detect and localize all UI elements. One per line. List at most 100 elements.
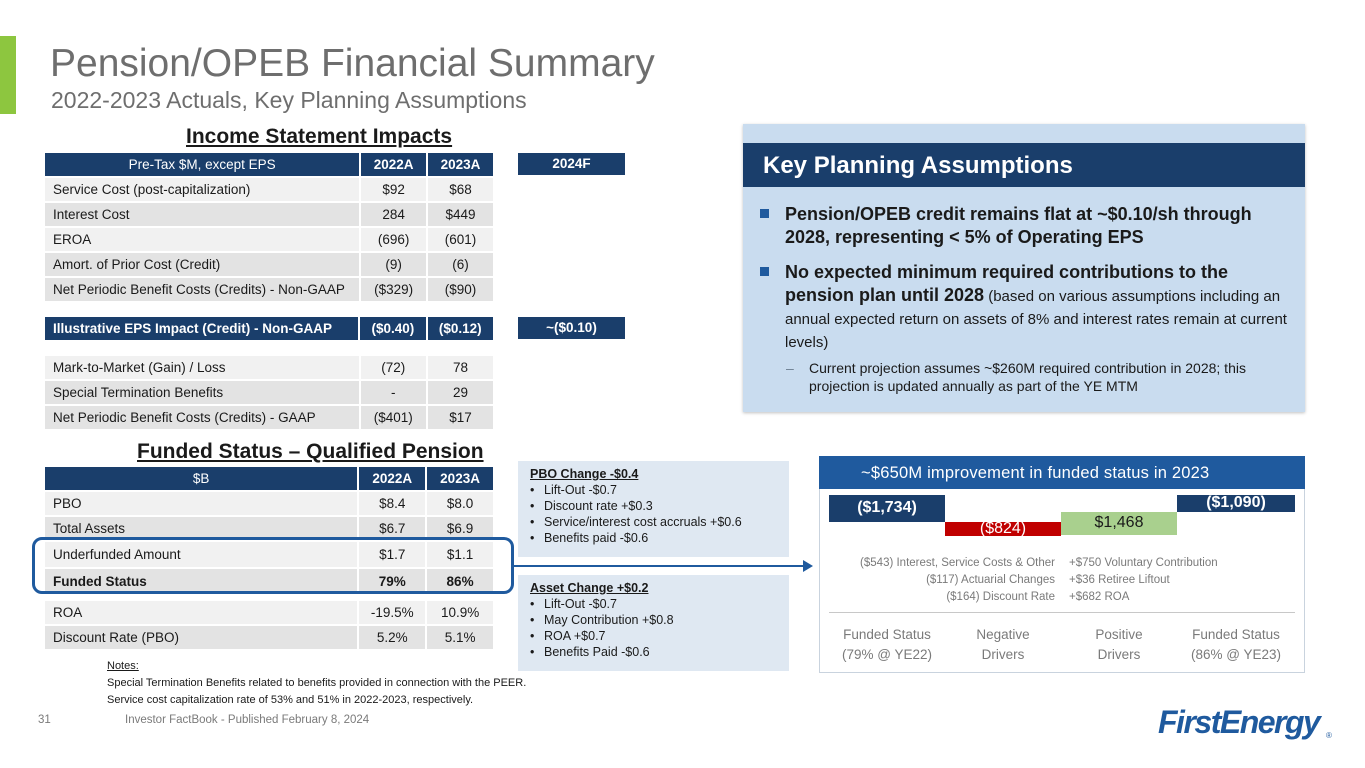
category-line: Positive: [1095, 627, 1143, 642]
driver-line: +$750 Voluntary Contribution: [1069, 557, 1218, 569]
row-value-2022: $1.7: [359, 542, 426, 567]
page-subtitle: 2022-2023 Actuals, Key Planning Assumpti…: [51, 87, 527, 113]
waterfall-chart: [819, 456, 1305, 673]
page-title: Pension/OPEB Financial Summary: [50, 42, 655, 85]
pbo-change-list: Lift-Out -$0.7 Discount rate +$0.3 Servi…: [530, 482, 777, 546]
row-label: Amort. of Prior Cost (Credit): [45, 253, 360, 276]
pbo-change-box: PBO Change -$0.4 Lift-Out -$0.7 Discount…: [518, 461, 789, 557]
income-col-2022: 2022A: [361, 153, 427, 176]
pbo-change-title: PBO Change -$0.4: [530, 467, 639, 481]
table-row: EROA (696) (601): [45, 228, 493, 251]
rates-table: ROA -19.5% 10.9% Discount Rate (PBO) 5.2…: [43, 599, 495, 651]
funded-section-title: Funded Status – Qualified Pension: [137, 440, 484, 463]
row-value-2022: ($329): [361, 278, 427, 301]
connector-arrow-line: [514, 565, 806, 567]
highlight-outline: [32, 537, 514, 594]
row-label: Special Termination Benefits: [45, 381, 359, 404]
eps-value-2022: ($0.40): [360, 317, 426, 340]
accent-bar: [0, 36, 16, 114]
row-value-2023: $8.0: [427, 492, 493, 515]
footer-text: Investor FactBook - Published February 8…: [125, 714, 370, 726]
bullet-square-icon: [760, 267, 769, 276]
table-row: PBO $8.4 $8.0: [45, 492, 493, 515]
asset-change-title: Asset Change +$0.2: [530, 581, 649, 595]
funded-col-label: $B: [45, 467, 358, 490]
row-value-2022: 284: [361, 203, 427, 226]
kpa-item-bold-text: No expected minimum required contributio…: [785, 262, 1229, 305]
list-item: ROA +$0.7: [530, 628, 777, 644]
row-label: Discount Rate (PBO): [45, 626, 358, 649]
table-row: Discount Rate (PBO) 5.2% 5.1%: [45, 626, 493, 649]
table-row: Mark-to-Market (Gain) / Loss (72) 78: [45, 356, 493, 379]
list-item: Discount rate +$0.3: [530, 498, 777, 514]
row-value-2022: $8.4: [359, 492, 426, 515]
category-label: Funded Status (79% @ YE22): [829, 625, 945, 665]
eps-value-2024: ~($0.10): [518, 317, 625, 339]
chart-axis-line: [829, 612, 1295, 613]
driver-line: ($117) Actuarial Changes: [926, 574, 1055, 586]
list-item: Benefits Paid -$0.6: [530, 644, 777, 660]
chart-title: ~$650M improvement in funded status in 2…: [819, 456, 1305, 489]
row-value-2023: $68: [428, 178, 493, 201]
row-label: Mark-to-Market (Gain) / Loss: [45, 356, 359, 379]
row-value-2023: 78: [428, 356, 493, 379]
row-value-2023: $1.1: [427, 542, 493, 567]
kpa-subitem: – Current projection assumes ~$260M requ…: [760, 359, 1290, 395]
kpa-item: No expected minimum required contributio…: [760, 261, 1290, 353]
firstenergy-logo: FirstEnergy: [1158, 704, 1321, 740]
connector-arrow-icon: [803, 560, 813, 572]
driver-line: +$682 ROA: [1069, 591, 1130, 603]
category-line: Funded Status: [1192, 627, 1280, 642]
funded-header-row: $B 2022A 2023A: [45, 467, 493, 490]
row-value-2023: 29: [428, 381, 493, 404]
kpa-title: Key Planning Assumptions: [743, 143, 1305, 187]
category-line: Funded Status: [843, 627, 931, 642]
notes: Notes: Special Termination Benefits rela…: [107, 658, 526, 709]
driver-line: +$36 Retiree Liftout: [1069, 574, 1170, 586]
list-item: Lift-Out -$0.7: [530, 596, 777, 612]
kpa-item-detail: (based on various assumptions including …: [785, 288, 1287, 351]
row-value-2023: ($90): [428, 278, 493, 301]
funded-table: $B 2022A 2023A PBO $8.4 $8.0 Total Asset…: [43, 465, 495, 596]
table-row: Total Assets $6.7 $6.9: [45, 517, 493, 540]
row-value-2023: 10.9%: [427, 601, 493, 624]
list-item: Lift-Out -$0.7: [530, 482, 777, 498]
row-value-2022: -: [360, 381, 427, 404]
table-row: Amort. of Prior Cost (Credit) (9) (6): [45, 253, 493, 276]
income-col-2023: 2023A: [428, 153, 493, 176]
dash-bullet: –: [786, 360, 794, 376]
row-value-2023: 86%: [427, 569, 493, 594]
row-value-2023: (601): [428, 228, 493, 251]
gaap-table: Mark-to-Market (Gain) / Loss (72) 78 Spe…: [43, 354, 495, 431]
table-row: Funded Status 79% 86%: [45, 569, 493, 594]
kpa-subitem-text: Current projection assumes ~$260M requir…: [809, 360, 1246, 394]
eps-table: Illustrative EPS Impact (Credit) - Non-G…: [43, 315, 495, 342]
note-line: Special Termination Benefits related to …: [107, 677, 527, 689]
funded-col-2023: 2023A: [427, 467, 493, 490]
row-value-2023: 5.1%: [427, 626, 493, 649]
row-value-2023: (6): [428, 253, 493, 276]
row-value-2022: (72): [360, 356, 427, 379]
kpa-item-text: Pension/OPEB credit remains flat at ~$0.…: [785, 204, 1252, 247]
row-value-2023: $17: [428, 406, 493, 429]
notes-title: Notes:: [107, 660, 139, 672]
category-label: Negative Drivers: [945, 625, 1061, 665]
eps-row: Illustrative EPS Impact (Credit) - Non-G…: [45, 317, 493, 340]
driver-line: ($164) Discount Rate: [946, 591, 1055, 603]
row-value-2023: $6.9: [427, 517, 493, 540]
registered-mark: ®: [1326, 731, 1332, 740]
asset-change-list: Lift-Out -$0.7 May Contribution +$0.8 RO…: [530, 596, 777, 660]
income-header-row: Pre-Tax $M, except EPS 2022A 2023A: [45, 153, 493, 176]
list-item: Service/interest cost accruals +$0.6: [530, 514, 777, 530]
row-label: EROA: [45, 228, 360, 251]
row-value-2022: 79%: [359, 569, 426, 594]
table-row: Interest Cost 284 $449: [45, 203, 493, 226]
negative-drivers-list: ($543) Interest, Service Costs & Other (…: [828, 555, 1055, 606]
row-value-2022: (696): [361, 228, 427, 251]
category-line: (79% @ YE22): [842, 647, 932, 662]
row-label: Funded Status: [45, 569, 358, 594]
table-row: Special Termination Benefits - 29: [45, 381, 493, 404]
row-value-2022: $92: [361, 178, 427, 201]
driver-line: ($543) Interest, Service Costs & Other: [860, 557, 1055, 569]
income-table: Pre-Tax $M, except EPS 2022A 2023A Servi…: [43, 151, 495, 303]
